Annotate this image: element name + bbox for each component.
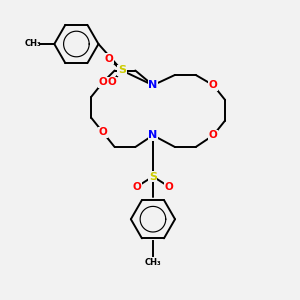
Text: O: O: [209, 80, 218, 90]
Text: CH₃: CH₃: [145, 258, 161, 267]
Text: S: S: [118, 65, 126, 76]
Text: O: O: [107, 77, 116, 87]
Text: O: O: [104, 54, 113, 64]
Text: CH₃: CH₃: [25, 40, 41, 49]
Text: O: O: [132, 182, 141, 192]
Text: O: O: [165, 182, 173, 192]
Text: O: O: [98, 127, 107, 137]
Text: N: N: [148, 130, 158, 140]
Text: O: O: [98, 77, 107, 87]
Text: O: O: [209, 130, 218, 140]
Text: N: N: [148, 80, 158, 90]
Text: S: S: [149, 172, 157, 182]
